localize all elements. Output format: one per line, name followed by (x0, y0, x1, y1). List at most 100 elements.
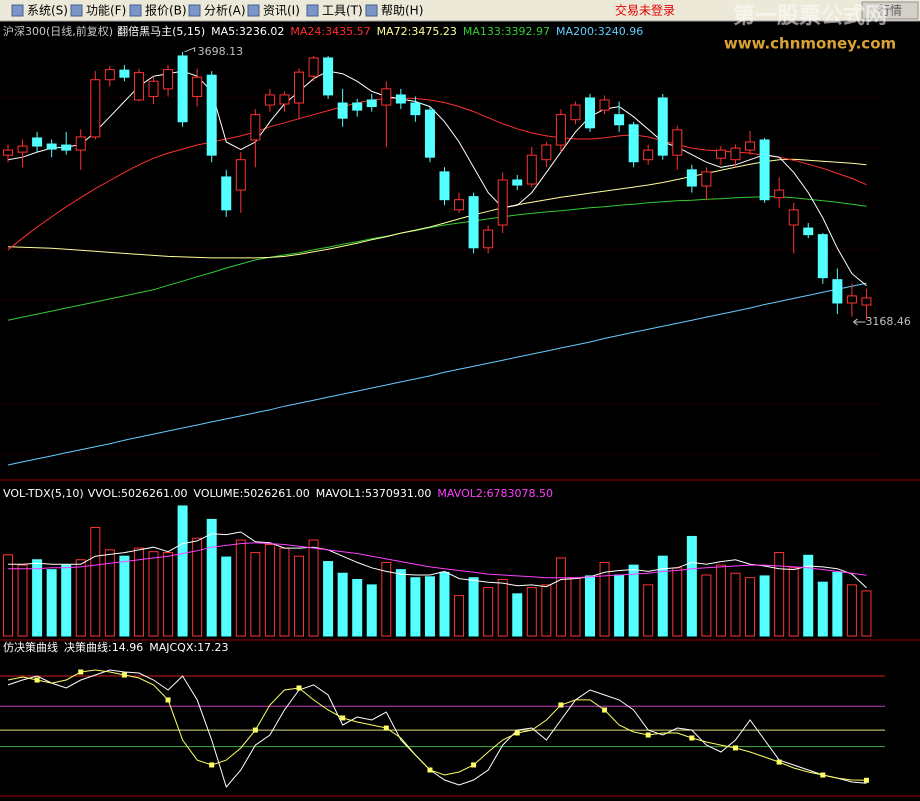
menu-icon (365, 4, 378, 17)
legend-name: 决策曲线: (64, 640, 112, 654)
candle-body (846, 295, 857, 304)
menu-item[interactable]: 工具(T) (322, 4, 363, 18)
candle-body (497, 179, 508, 226)
panel-header: VOL-TDX(5,10) VVOL:5026261.00 VOLUME:50262… (3, 487, 553, 500)
volume-bar (381, 561, 392, 637)
volume-bar (497, 578, 508, 637)
legend-value: 5026261.00 (243, 487, 309, 500)
candle-body (3, 149, 13, 156)
indicator-marker (602, 707, 608, 713)
indicator-marker (34, 677, 40, 683)
candle-body (657, 97, 668, 156)
candle-body (17, 145, 28, 153)
menu-item[interactable]: 功能(F) (86, 4, 126, 18)
legend-value: 3435.57 (325, 25, 371, 38)
indicator-marker (121, 672, 127, 678)
candle-body (294, 71, 304, 104)
candle-body (774, 189, 785, 199)
volume-bar (526, 587, 537, 637)
legend-name: MA24: (290, 25, 325, 38)
volume-bar (643, 584, 654, 637)
legend-value: 6783078.50 (487, 487, 553, 500)
candle-body (570, 104, 581, 121)
legend-name: MA200: (556, 25, 598, 38)
volume-bar (3, 554, 13, 637)
volume-bar (323, 561, 334, 637)
candle-body (61, 144, 72, 151)
menu-icon (306, 4, 319, 17)
indicator-marker (689, 735, 695, 741)
candle-body (46, 143, 57, 150)
candle-body (555, 114, 566, 146)
menu-item[interactable]: 资讯(I) (263, 4, 300, 18)
candle-body (628, 124, 639, 163)
volume-bar (774, 552, 785, 637)
legend-value: 17.23 (197, 641, 229, 654)
candle-body (614, 114, 625, 126)
volume-bar (366, 584, 377, 637)
candle-body (250, 114, 261, 141)
volume-bar (395, 569, 406, 637)
menu-item[interactable]: 帮助(H) (381, 4, 423, 18)
volume-bar (206, 518, 217, 637)
legend-name: MAJCQX: (149, 641, 197, 654)
menu-item[interactable]: 分析(A) (204, 4, 246, 18)
volume-bar (730, 572, 741, 637)
volume-bar (352, 578, 363, 637)
candle-body (788, 209, 799, 226)
legend-name: VVOL: (88, 487, 121, 500)
candle-body (337, 102, 348, 119)
indicator-marker (471, 762, 477, 768)
menu-item[interactable]: 系统(S) (27, 4, 68, 18)
volume-bar (264, 544, 275, 637)
menu-item[interactable]: 报价(B) (145, 3, 187, 18)
candle-body (119, 69, 130, 78)
candle-body (221, 176, 232, 211)
volume-bar (133, 547, 144, 637)
volume-bar (32, 559, 43, 637)
volume-bar (817, 581, 828, 637)
ma-line (7, 158, 867, 259)
volume-bar (90, 526, 101, 637)
legend-name: MAVOL1: (316, 487, 365, 500)
indicator-line (7, 669, 867, 781)
candle-body (832, 279, 843, 304)
candle-body (381, 88, 392, 106)
volume-bar (424, 576, 435, 637)
candle-body (410, 102, 421, 116)
volume-bar (454, 595, 465, 637)
candle-body (323, 57, 334, 96)
candle-body (148, 80, 159, 97)
ma-line (7, 282, 867, 466)
volume-bar (439, 571, 450, 637)
candle-body (745, 141, 756, 151)
volume-bar (148, 551, 159, 637)
volume-bar (788, 567, 799, 637)
indicator-marker (252, 727, 258, 733)
volume-bar (745, 577, 756, 637)
low-label: 3168.46 (865, 315, 911, 328)
candle-body (308, 57, 319, 77)
menu-icon (129, 4, 142, 17)
candle-body (672, 129, 683, 156)
volume-bar (250, 552, 261, 637)
volume-bar (846, 584, 857, 637)
candle-body (861, 297, 872, 306)
watermark-url: www.chnmoney.com (724, 35, 896, 53)
login-status[interactable]: 交易未登录 (615, 3, 675, 18)
volume-bar (803, 554, 814, 637)
tab[interactable]: 行情 (878, 4, 902, 18)
indicator-marker (558, 702, 564, 708)
volume-bar (715, 564, 726, 637)
menu-icon (11, 4, 24, 17)
volume-bar (177, 505, 188, 637)
candle-body (803, 227, 814, 236)
tab-box[interactable] (861, 1, 919, 20)
volume-bar (163, 552, 174, 637)
legend-value: 3240.96 (598, 25, 644, 38)
candle-body (366, 99, 377, 108)
indicator-marker (514, 730, 520, 736)
chart-layer: 沪深300(日线,前复权) 翻倍黑马主(5,15) MA5:3236.02 MA24:… (0, 24, 911, 789)
